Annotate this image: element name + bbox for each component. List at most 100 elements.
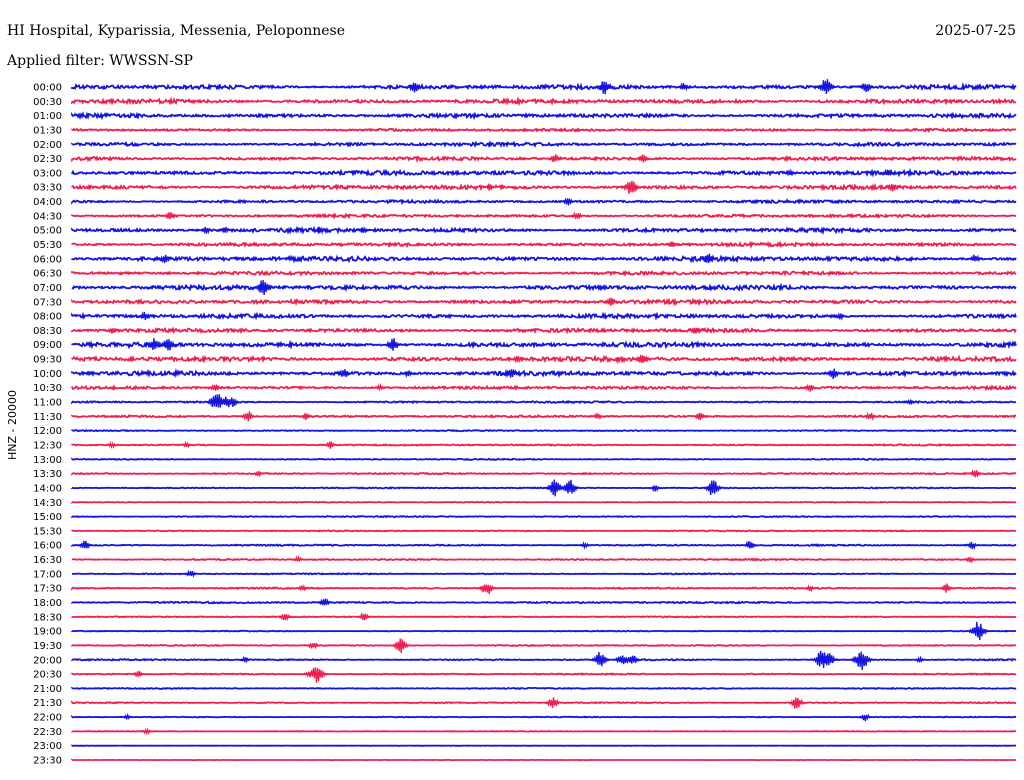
event-burst bbox=[687, 327, 705, 335]
event-burst bbox=[699, 253, 717, 264]
event-burst bbox=[803, 583, 816, 593]
event-burst bbox=[298, 413, 313, 421]
row-time-label: 05:30 bbox=[33, 240, 62, 251]
row-time-label: 23:00 bbox=[33, 741, 62, 752]
row-time-label: 03:30 bbox=[33, 183, 62, 194]
row-time-label: 15:30 bbox=[33, 526, 62, 537]
trace-row bbox=[71, 339, 1017, 350]
row-time-label: 04:00 bbox=[33, 197, 62, 208]
event-burst bbox=[691, 412, 708, 421]
event-burst bbox=[140, 727, 153, 736]
trace-row bbox=[71, 700, 1016, 705]
event-burst bbox=[224, 397, 241, 407]
row-time-label: 08:30 bbox=[33, 326, 62, 337]
row-time-label: 15:00 bbox=[33, 512, 62, 523]
event-burst bbox=[76, 540, 93, 549]
row-time-label: 16:00 bbox=[33, 541, 62, 552]
event-burst bbox=[619, 180, 643, 195]
filter-label: Applied filter: WWSSN-SP bbox=[6, 53, 193, 69]
row-time-label: 19:30 bbox=[33, 641, 62, 652]
trace-row bbox=[71, 615, 1017, 619]
trace-row bbox=[71, 672, 1017, 676]
event-burst bbox=[207, 383, 223, 391]
event-burst bbox=[295, 584, 310, 592]
trace-row bbox=[71, 198, 1017, 206]
event-burst bbox=[546, 154, 563, 163]
event-burst bbox=[578, 541, 591, 550]
row-time-label: 01:00 bbox=[33, 111, 62, 122]
trace-row bbox=[71, 514, 1016, 519]
event-burst bbox=[590, 413, 606, 421]
row-time-label: 05:00 bbox=[33, 226, 62, 237]
event-burst bbox=[558, 479, 582, 494]
row-time-label: 00:00 bbox=[33, 83, 62, 94]
row-time-label: 12:00 bbox=[33, 426, 62, 437]
event-burst bbox=[401, 370, 416, 379]
event-burst bbox=[602, 297, 619, 306]
event-burst bbox=[848, 651, 876, 671]
row-time-label: 21:00 bbox=[33, 684, 62, 695]
event-burst bbox=[962, 555, 977, 564]
row-time-label: 02:00 bbox=[33, 140, 62, 151]
row-time-label: 09:00 bbox=[33, 340, 62, 351]
event-burst bbox=[913, 655, 926, 663]
event-burst bbox=[813, 79, 838, 94]
trace-row bbox=[71, 557, 1017, 562]
trace-row bbox=[71, 269, 1017, 277]
event-burst bbox=[560, 197, 576, 206]
event-burst bbox=[741, 540, 759, 549]
trace-row bbox=[71, 254, 1017, 264]
event-burst bbox=[818, 653, 839, 666]
trace-row bbox=[71, 354, 1017, 365]
row-time-label: 01:30 bbox=[33, 126, 62, 137]
row-time-label: 23:30 bbox=[33, 756, 62, 767]
row-label-group: 00:00 00:30 01:00 01:30 02:00 02:30 03:00 03:30… bbox=[33, 83, 62, 767]
trace-row bbox=[71, 297, 1017, 307]
trace-row bbox=[72, 572, 1017, 576]
row-time-label: 10:00 bbox=[33, 369, 62, 380]
row-time-label: 06:00 bbox=[33, 254, 62, 265]
event-burst bbox=[622, 655, 641, 665]
event-burst bbox=[390, 638, 412, 654]
trace-row bbox=[71, 111, 1017, 121]
trace-row bbox=[71, 240, 1017, 249]
row-time-label: 00:30 bbox=[33, 97, 62, 108]
event-burst bbox=[277, 613, 293, 622]
event-burst bbox=[238, 655, 251, 664]
event-burst bbox=[157, 339, 179, 351]
event-burst bbox=[802, 383, 818, 392]
event-burst bbox=[861, 411, 878, 421]
row-time-label: 12:30 bbox=[33, 441, 62, 452]
event-burst bbox=[335, 369, 353, 378]
row-time-label: 17:00 bbox=[33, 569, 62, 580]
trace-row bbox=[71, 140, 1017, 149]
event-burst bbox=[356, 225, 371, 234]
event-burst bbox=[373, 382, 386, 392]
event-burst bbox=[482, 182, 496, 192]
trace-row bbox=[71, 167, 1017, 178]
trace-row bbox=[71, 212, 1016, 220]
row-time-label: 14:00 bbox=[33, 483, 62, 494]
trace-row bbox=[71, 326, 1017, 335]
event-burst bbox=[252, 279, 276, 296]
row-time-label: 07:00 bbox=[33, 283, 62, 294]
row-time-label: 18:30 bbox=[33, 612, 62, 623]
row-time-label: 18:00 bbox=[33, 598, 62, 609]
row-time-label: 02:30 bbox=[33, 154, 62, 165]
event-burst bbox=[966, 254, 984, 263]
event-group bbox=[76, 79, 990, 736]
event-burst bbox=[290, 554, 304, 563]
event-burst bbox=[857, 83, 875, 93]
row-time-label: 11:30 bbox=[33, 412, 62, 423]
event-burst bbox=[322, 441, 338, 449]
event-burst bbox=[120, 712, 133, 721]
event-burst bbox=[594, 81, 616, 95]
trace-row bbox=[71, 368, 1017, 379]
event-burst bbox=[632, 354, 651, 364]
row-time-label: 06:30 bbox=[33, 269, 62, 280]
event-burst bbox=[105, 440, 118, 450]
row-time-label: 22:30 bbox=[33, 727, 62, 738]
event-burst bbox=[131, 670, 146, 679]
event-burst bbox=[104, 327, 119, 334]
trace-row bbox=[71, 643, 1017, 648]
